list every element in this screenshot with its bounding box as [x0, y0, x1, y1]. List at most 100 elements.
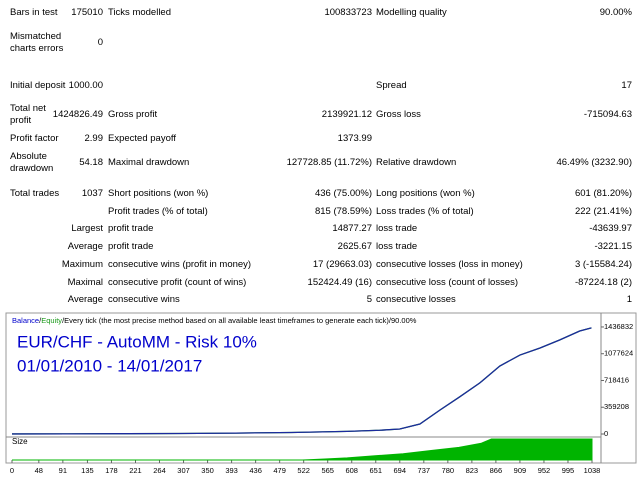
- x-tick-label: 565: [321, 466, 334, 475]
- report-label: Largest: [71, 223, 103, 234]
- report-value: 127728.85 (11.72%): [286, 157, 372, 168]
- x-tick-label: 0: [10, 466, 14, 475]
- x-tick-label: 479: [273, 466, 286, 475]
- chart-frame: [5, 312, 637, 464]
- x-tick-label: 91: [59, 466, 67, 475]
- report-label: profit trade: [108, 241, 154, 252]
- legend-separator: /: [389, 316, 392, 325]
- report-label: profit trade: [108, 223, 154, 234]
- report-label: consecutive loss (count of losses): [376, 277, 519, 288]
- report-value: 1: [626, 294, 632, 305]
- report-value: -87224.18 (2): [574, 277, 632, 288]
- x-tick-label: 178: [105, 466, 118, 475]
- report-value: 14877.27: [332, 223, 372, 234]
- report-label: Expected payoff: [108, 133, 176, 144]
- report-value: 1000.00: [68, 80, 103, 91]
- report-value: 222 (21.41%): [574, 206, 632, 217]
- report-label: loss trade: [376, 223, 418, 234]
- report-label: Initial deposit: [10, 80, 66, 91]
- report-label: Average: [67, 241, 103, 252]
- legend-modelling: Every tick (the most precise method base…: [64, 316, 389, 325]
- report-label: Bars in test: [10, 7, 58, 18]
- report-value: 2139921.12: [321, 109, 372, 120]
- report-label: Short positions (won %): [108, 188, 209, 199]
- x-tick-label: 909: [514, 466, 527, 475]
- x-tick-label: 48: [35, 466, 43, 475]
- report-label: consecutive losses: [376, 294, 456, 305]
- y-tick-label: 718416: [604, 375, 629, 384]
- chart-title: EUR/CHF - AutoMM - Risk 10%: [17, 332, 257, 351]
- report-label: Average: [67, 294, 103, 305]
- report-value: 100833723: [324, 7, 372, 18]
- report-label: Profit factor: [10, 133, 59, 144]
- legend-balance: Balance: [12, 316, 39, 325]
- report-value: 175010: [71, 7, 103, 18]
- report-value: -43639.97: [589, 223, 632, 234]
- report-label: Maximum: [61, 259, 103, 270]
- x-tick-label: 436: [249, 466, 262, 475]
- x-tick-label: 995: [562, 466, 575, 475]
- x-tick-label: 135: [81, 466, 94, 475]
- x-tick-label: 608: [345, 466, 358, 475]
- report-label: Maximal: [67, 277, 103, 288]
- report-value: 5: [366, 294, 372, 305]
- report-label: Mismatched charts errors: [10, 31, 64, 54]
- legend-separator: /: [39, 316, 42, 325]
- report-value: 0: [97, 37, 103, 48]
- report-value: 1373.99: [337, 133, 372, 144]
- report-label: Gross loss: [376, 109, 421, 120]
- report-label: Total net profit: [10, 103, 46, 126]
- legend-separator: /: [62, 316, 65, 325]
- report-label: consecutive profit (count of wins): [108, 277, 247, 288]
- report-label: Spread: [376, 80, 407, 91]
- report-label: consecutive wins (profit in money): [108, 259, 252, 270]
- x-tick-label: 780: [442, 466, 455, 475]
- report-label: consecutive wins: [108, 294, 180, 305]
- report-value: 90.00%: [599, 7, 632, 18]
- report-label: Maximal drawdown: [108, 157, 190, 168]
- x-tick-label: 264: [153, 466, 166, 475]
- size-label: Size: [12, 437, 28, 446]
- report-value: -3221.15: [594, 241, 632, 252]
- report-label: Ticks modelled: [108, 7, 172, 18]
- series-line: [11, 327, 592, 435]
- report-label: Profit trades (% of total): [108, 206, 208, 217]
- report-value: 3 (-15584.24): [574, 259, 632, 270]
- report-label: consecutive losses (loss in money): [376, 259, 523, 270]
- x-tick-label: 866: [490, 466, 503, 475]
- report-value: 54.18: [79, 157, 103, 168]
- x-tick-label: 221: [129, 466, 142, 475]
- x-tick-label: 952: [538, 466, 551, 475]
- chart-subtitle: 01/01/2010 - 14/01/2017: [17, 356, 202, 375]
- x-tick-label: 1038: [584, 466, 601, 475]
- x-tick-label: 737: [418, 466, 431, 475]
- report-value: 1424826.49: [52, 109, 103, 120]
- report-label: Modelling quality: [376, 7, 447, 18]
- x-tick-label: 307: [177, 466, 190, 475]
- report-label: Total trades: [10, 188, 60, 199]
- report-value: 17: [621, 80, 632, 91]
- report-value: 1037: [81, 188, 103, 199]
- report-label: Long positions (won %): [376, 188, 475, 199]
- x-tick-label: 350: [201, 466, 214, 475]
- report-value: 2625.67: [337, 241, 372, 252]
- report-value: 152424.49 (16): [307, 277, 372, 288]
- report-label: loss trade: [376, 241, 418, 252]
- report-label: Absolute drawdown: [10, 151, 54, 174]
- report-label: Gross profit: [108, 109, 158, 120]
- report-value: 2.99: [84, 133, 104, 144]
- y-tick-label: 1077624: [604, 349, 633, 358]
- x-tick-label: 393: [225, 466, 238, 475]
- x-tick-label: 651: [369, 466, 382, 475]
- report-label: Relative drawdown: [376, 157, 457, 168]
- size-area: [12, 438, 593, 461]
- y-tick-label: 0: [604, 429, 608, 438]
- y-tick-label: 1436832: [604, 322, 633, 331]
- report-value: -715094.63: [583, 109, 632, 120]
- legend-equity: Equity: [41, 316, 62, 325]
- report-label: Loss trades (% of total): [376, 206, 474, 217]
- report-value: 815 (78.59%): [314, 206, 372, 217]
- y-tick-label: 359208: [604, 402, 629, 411]
